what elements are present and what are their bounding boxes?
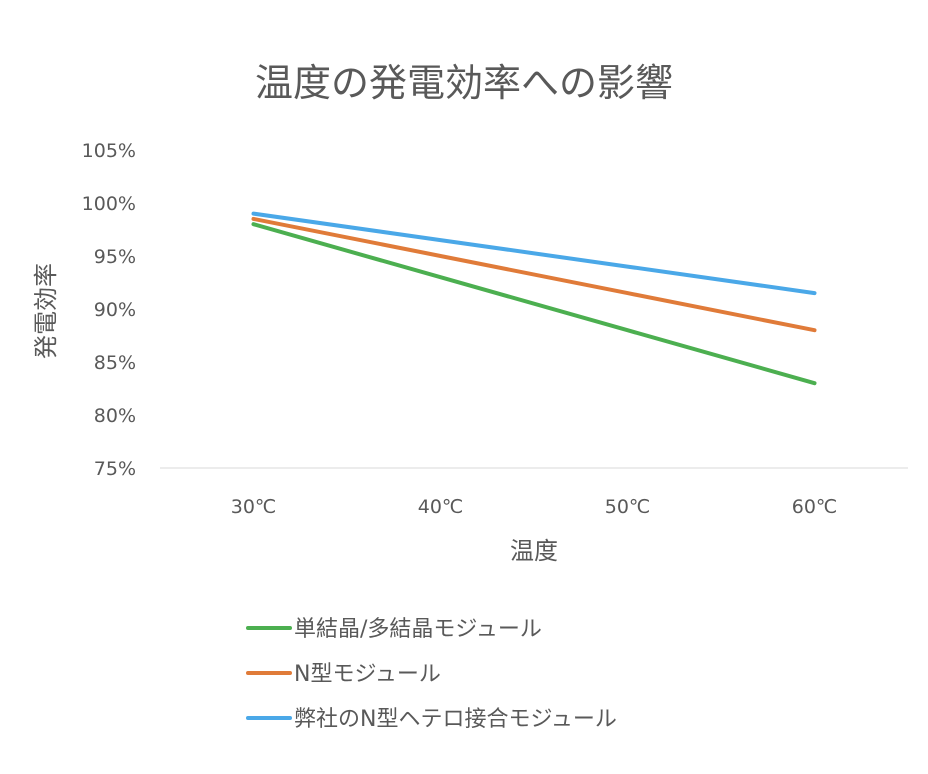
y-tick-label: 80% (94, 405, 136, 427)
y-tick-label: 75% (94, 458, 136, 480)
y-tick-label: 95% (94, 246, 136, 268)
x-tick-label: 60℃ (792, 496, 838, 518)
y-tick-label: 100% (82, 193, 136, 215)
series-line-2 (251, 216, 817, 333)
y-tick-label: 85% (94, 352, 136, 374)
series-line-1 (251, 222, 817, 386)
legend-label-3: 弊社のN型ヘテロ接合モジュール (294, 707, 617, 732)
y-tick-label: 90% (94, 299, 136, 321)
x-axis-title: 温度 (510, 537, 558, 565)
x-tick-label: 30℃ (231, 496, 277, 518)
x-tick-label: 50℃ (605, 496, 651, 518)
series-lines (251, 211, 817, 386)
x-tick-label: 40℃ (418, 496, 464, 518)
x-axis-ticks: 30℃ 40℃ 50℃ 60℃ (231, 496, 838, 518)
chart-title: 温度の発電効率への影響 (255, 61, 673, 105)
y-axis-ticks: 75% 80% 85% 90% 95% 100% 105% (82, 140, 136, 480)
legend-label-1: 単結晶/多結晶モジュール (294, 617, 542, 642)
y-tick-label: 105% (82, 140, 136, 162)
y-axis-title: 発電効率 (32, 263, 60, 359)
series-line-3 (251, 211, 817, 296)
legend-label-2: N型モジュール (294, 662, 441, 687)
